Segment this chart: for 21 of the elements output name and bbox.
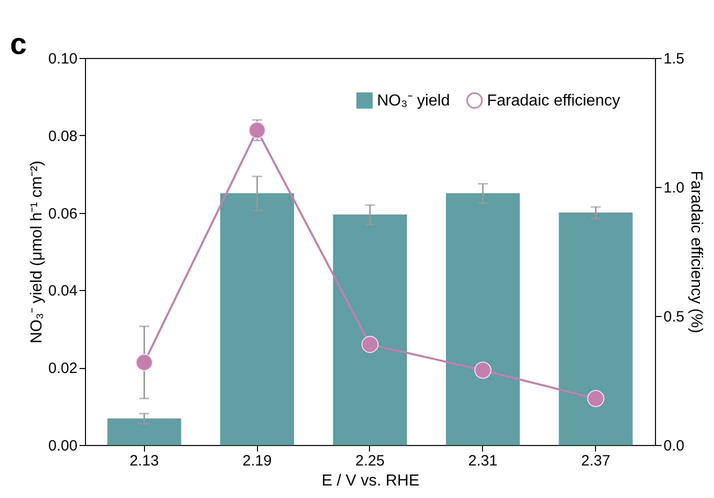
x-tick-label: 2.25 [355,452,385,470]
legend-label: NO₃⁻ yield [377,92,450,110]
x-tick-label: 2.37 [581,452,610,470]
y2-axis-title: Faradaic efficiency (%) [687,170,704,334]
y-tick-label: 0.04 [48,282,78,300]
x-tick-label: 2.31 [468,452,498,470]
y-tick-label: 0.08 [48,128,78,145]
y2-tick-label: 1.0 [664,180,684,196]
y-tick-label: 0.00 [48,438,78,454]
y2-tick-label: 0.5 [664,308,684,326]
y-tick-label: 0.02 [48,360,78,378]
x-tick-label: 2.19 [242,452,272,470]
text: c [10,28,27,61]
y-tick-label: 0.06 [48,205,78,222]
y-tick-label: 0.10 [48,50,78,68]
legend-label: Faradaic efficiency [487,92,620,110]
y2-tick-label: 1.5 [664,50,684,68]
y-axis-title: NO₃⁻ yield (μmol h⁻¹ cm⁻²) [28,160,46,344]
x-tick-label: 2.13 [130,452,159,470]
y2-tick-label: 0.0 [664,438,684,454]
x-axis-title: E / V vs. RHE [322,472,420,490]
